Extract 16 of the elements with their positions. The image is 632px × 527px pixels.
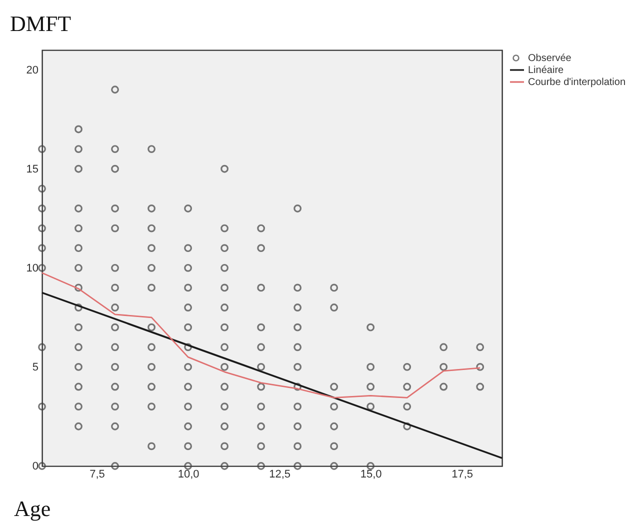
y-tick-label: 10 bbox=[26, 262, 38, 274]
x-tick-label: 10,0 bbox=[178, 468, 200, 480]
x-tick-label: 15,0 bbox=[360, 468, 382, 480]
y-axis-title: DMFT bbox=[10, 11, 72, 36]
x-tick-label: 7,5 bbox=[90, 468, 105, 480]
x-tick-label: 12,5 bbox=[269, 468, 291, 480]
legend-label: Observée bbox=[528, 53, 572, 64]
y-tick-label: 15 bbox=[26, 163, 38, 176]
x-axis-title: Age bbox=[14, 496, 51, 521]
y-tick-label: 5 bbox=[32, 361, 38, 374]
line-series bbox=[41, 272, 481, 398]
y-tick-label: 0 bbox=[32, 460, 38, 472]
legend-label: Courbe d'interpolation bbox=[528, 77, 626, 88]
x-tick-label: 17,5 bbox=[452, 468, 474, 480]
y-tick-label: 20 bbox=[26, 64, 38, 76]
legend-label: Linéaire bbox=[528, 65, 564, 76]
